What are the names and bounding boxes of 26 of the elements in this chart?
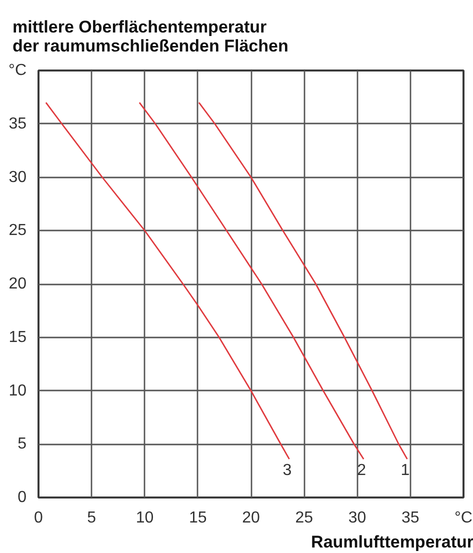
x-tick-label: °C <box>454 510 472 526</box>
series-label: 2 <box>357 462 366 480</box>
x-tick-label: 5 <box>87 510 96 526</box>
x-tick-label: 10 <box>136 510 154 526</box>
line-series <box>198 102 408 460</box>
x-tick-label: 0 <box>34 510 44 526</box>
y-tick-label: °C <box>8 62 26 79</box>
x-tick-label: 35 <box>401 510 420 526</box>
line-series <box>45 102 290 460</box>
x-axis-title: Raumlufttemperatur <box>311 532 473 552</box>
y-tick-label: 25 <box>8 222 27 240</box>
y-tick-label: 15 <box>8 328 27 346</box>
y-tick-label: 10 <box>8 382 27 400</box>
x-tick-label: 30 <box>348 510 366 526</box>
y-tick-label: 30 <box>8 168 27 186</box>
y-axis-title: mittlere Oberflächentemperatur der raumumschließenden Flächen <box>12 18 288 56</box>
x-tick-label: 25 <box>295 510 314 526</box>
x-tick-label: 20 <box>242 510 260 526</box>
series-label: 1 <box>400 462 410 480</box>
y-tick-label: 35 <box>8 115 27 132</box>
y-tick-label: 5 <box>18 436 27 453</box>
y-tick-label: 20 <box>8 276 27 292</box>
x-tick-label: 15 <box>188 510 207 526</box>
line-series <box>138 102 364 460</box>
series-label: 3 <box>282 462 292 480</box>
y-tick-label: 0 <box>18 489 27 506</box>
